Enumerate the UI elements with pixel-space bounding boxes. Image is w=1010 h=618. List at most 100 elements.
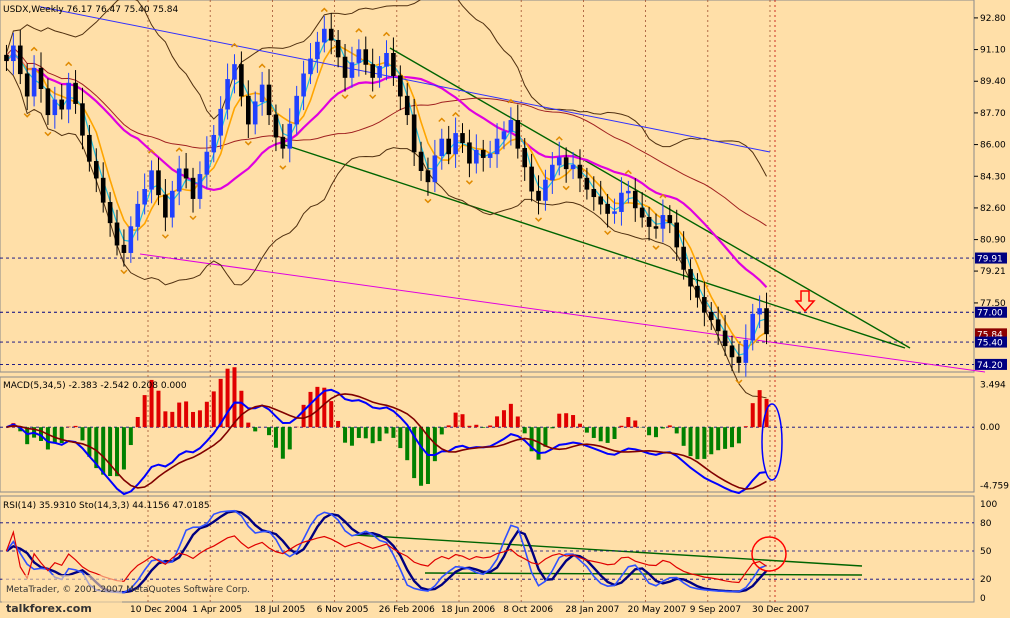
macd-histogram-bar <box>322 387 327 428</box>
macd-histogram-bar <box>25 427 30 445</box>
fractal-up-marker <box>438 117 446 123</box>
candle-body <box>626 190 631 194</box>
candle-body <box>183 168 189 179</box>
candle-body <box>522 148 527 168</box>
macd-histogram-bar <box>571 415 576 428</box>
macd-histogram-bar <box>343 427 348 443</box>
candle-body <box>467 142 472 164</box>
y-tick-label: 92.80 <box>980 14 1006 24</box>
macd-histogram-bar <box>45 427 50 450</box>
macd-histogram-bar <box>184 401 189 428</box>
candle-body <box>239 64 244 97</box>
macd-histogram-bar <box>481 427 486 428</box>
price-panel[interactable] <box>0 0 975 373</box>
candle-body <box>232 64 237 80</box>
candle-body <box>398 75 403 97</box>
candle-body <box>377 66 382 78</box>
x-tick-label: 28 Jan 2007 <box>565 605 619 615</box>
macd-histogram-bar <box>163 411 168 428</box>
candle-body <box>750 313 756 341</box>
macd-histogram-bar <box>197 410 202 428</box>
candle-body <box>453 133 458 155</box>
candle-body <box>135 203 141 227</box>
fractal-up-marker <box>452 111 460 117</box>
candle-body <box>646 216 652 227</box>
price-label-box <box>975 336 1007 348</box>
macd-histogram-bar <box>149 379 154 428</box>
macd-y-tick-label: -4.759 <box>980 481 1009 491</box>
candle-body <box>197 174 203 199</box>
fractal-down-marker <box>120 269 128 275</box>
macd-histogram-bar <box>405 427 410 461</box>
macd-histogram-bar <box>467 425 472 428</box>
macd-histogram-bar <box>460 414 465 428</box>
macd-histogram-bar <box>723 427 728 449</box>
candle-body <box>218 108 223 136</box>
y-tick-label: 77.50 <box>980 299 1006 309</box>
fractal-up-marker <box>624 169 632 175</box>
x-tick-label: 20 May 2007 <box>628 605 687 615</box>
candle-body <box>349 62 355 78</box>
fractal-up-marker <box>555 136 563 141</box>
candle-body <box>363 49 369 65</box>
x-tick-label: 18 Jun 2006 <box>441 605 495 615</box>
fractal-up-marker <box>230 42 239 48</box>
macd-histogram-bar <box>681 427 686 446</box>
macd-histogram-bar <box>743 426 748 428</box>
copyright-text: MetaTrader, © 2001-2007 MetaQuotes Softw… <box>6 585 250 595</box>
macd-histogram-bar <box>370 427 375 444</box>
macd-histogram-bar <box>398 427 403 449</box>
candle-body <box>632 190 638 209</box>
candle-body <box>246 95 251 125</box>
candle-body <box>252 101 258 125</box>
vertical-grid <box>147 0 776 602</box>
macd-histogram-bar <box>716 427 721 451</box>
y-axis: 92.80 91.10 89.40 87.70 86.00 84.30 82.60 80.90… <box>974 14 1007 371</box>
macd-histogram-bar <box>232 367 237 428</box>
macd-histogram-bar <box>301 404 306 428</box>
fractal-down-marker <box>652 245 660 250</box>
fractal-up-marker <box>382 31 391 37</box>
candle-body <box>52 99 58 116</box>
macd-panel[interactable] <box>0 376 975 493</box>
macd-histogram-bar <box>177 402 182 428</box>
candle-body <box>11 45 16 62</box>
macd-histogram-bar <box>94 427 99 469</box>
candle-body <box>87 134 92 162</box>
candle-body <box>757 308 762 315</box>
macd-signal-line <box>6 393 767 490</box>
oscillator-panel[interactable] <box>0 495 975 603</box>
macd-y-tick-label: 0.00 <box>980 423 1000 433</box>
candle-body <box>308 58 313 75</box>
fractal-up-marker <box>258 63 266 69</box>
candle-body <box>45 88 51 116</box>
candle-body <box>59 99 65 110</box>
macd-histogram-bar <box>488 425 493 428</box>
candle-body <box>121 244 127 253</box>
y-tick-label: 87.70 <box>980 109 1006 119</box>
ma-slow-line <box>6 46 767 227</box>
candle-body <box>529 166 534 192</box>
macd-histogram-bar <box>591 427 596 438</box>
lower-trendline[interactable] <box>284 144 906 349</box>
macd-histogram-bar <box>308 391 313 428</box>
macd-histogram-bar <box>446 425 451 428</box>
candle-body <box>17 45 23 75</box>
candle-body <box>370 64 375 78</box>
candle-body <box>176 168 182 192</box>
macd-histogram-bar <box>764 398 769 428</box>
macd-histogram-bar <box>391 427 396 438</box>
macd-histogram-bar <box>59 427 64 444</box>
rsi-lower-trendline[interactable] <box>424 572 863 576</box>
candle-body <box>391 52 396 76</box>
macd-histogram-bar <box>667 425 672 428</box>
macd-histogram-bar <box>204 401 209 428</box>
candle-body <box>570 164 576 170</box>
candle-body <box>273 114 279 138</box>
candle-body <box>536 190 541 201</box>
macd-histogram-bar <box>135 416 140 428</box>
macd-histogram-bar <box>287 427 292 450</box>
rsi-upper-trendline[interactable] <box>354 534 863 567</box>
macd-histogram-bar <box>557 413 562 428</box>
